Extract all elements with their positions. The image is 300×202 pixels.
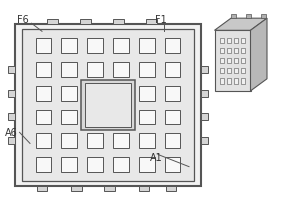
Bar: [61, 62, 77, 77]
Bar: [241, 68, 245, 74]
Bar: [8, 113, 15, 120]
Text: A1: A1: [150, 153, 163, 163]
Bar: [35, 86, 52, 101]
Bar: [220, 48, 224, 53]
Bar: [35, 62, 52, 77]
Polygon shape: [214, 18, 267, 30]
Bar: [227, 58, 231, 63]
Bar: [139, 86, 155, 101]
Bar: [139, 133, 155, 148]
Bar: [201, 90, 208, 97]
Bar: [139, 109, 155, 124]
Bar: [201, 66, 208, 73]
Bar: [245, 14, 251, 18]
Bar: [61, 157, 77, 172]
Bar: [146, 19, 157, 24]
Bar: [241, 78, 245, 84]
Text: A6: A6: [5, 128, 18, 138]
Bar: [227, 48, 231, 53]
Bar: [164, 86, 181, 101]
Bar: [61, 109, 77, 124]
Bar: [35, 38, 52, 53]
Bar: [61, 38, 77, 53]
Bar: [113, 62, 129, 77]
Bar: [47, 19, 58, 24]
Bar: [81, 80, 135, 130]
Polygon shape: [250, 18, 267, 91]
Bar: [87, 133, 103, 148]
Bar: [220, 78, 224, 84]
Bar: [139, 38, 155, 53]
Text: F6: F6: [16, 15, 28, 25]
Bar: [227, 38, 231, 43]
Bar: [71, 186, 82, 191]
Bar: [201, 113, 208, 120]
Bar: [241, 58, 245, 63]
Bar: [234, 48, 238, 53]
Bar: [35, 109, 52, 124]
Bar: [164, 38, 181, 53]
Bar: [234, 78, 238, 84]
Bar: [61, 86, 77, 101]
Bar: [113, 157, 129, 172]
Bar: [35, 157, 52, 172]
Bar: [230, 14, 236, 18]
Bar: [37, 186, 47, 191]
Bar: [227, 68, 231, 74]
Bar: [166, 186, 176, 191]
Bar: [164, 109, 181, 124]
Bar: [87, 38, 103, 53]
Bar: [85, 83, 131, 127]
Bar: [201, 137, 208, 144]
Bar: [104, 186, 115, 191]
Bar: [87, 62, 103, 77]
Bar: [113, 133, 129, 148]
Bar: [139, 157, 155, 172]
Bar: [164, 133, 181, 148]
Bar: [164, 62, 181, 77]
Bar: [35, 133, 52, 148]
Bar: [8, 66, 15, 73]
Bar: [227, 78, 231, 84]
Bar: [220, 58, 224, 63]
Bar: [8, 90, 15, 97]
Bar: [260, 14, 266, 18]
Bar: [139, 62, 155, 77]
Bar: [234, 58, 238, 63]
Bar: [214, 30, 250, 91]
Bar: [234, 38, 238, 43]
Bar: [22, 29, 194, 181]
Bar: [61, 133, 77, 148]
Bar: [220, 38, 224, 43]
Bar: [241, 48, 245, 53]
Bar: [113, 38, 129, 53]
Bar: [139, 186, 149, 191]
Bar: [8, 137, 15, 144]
Bar: [80, 19, 91, 24]
Bar: [220, 68, 224, 74]
Bar: [113, 19, 124, 24]
Bar: [15, 24, 201, 186]
Bar: [164, 157, 181, 172]
Bar: [241, 38, 245, 43]
Bar: [87, 157, 103, 172]
Text: F1: F1: [154, 15, 166, 25]
Bar: [234, 68, 238, 74]
